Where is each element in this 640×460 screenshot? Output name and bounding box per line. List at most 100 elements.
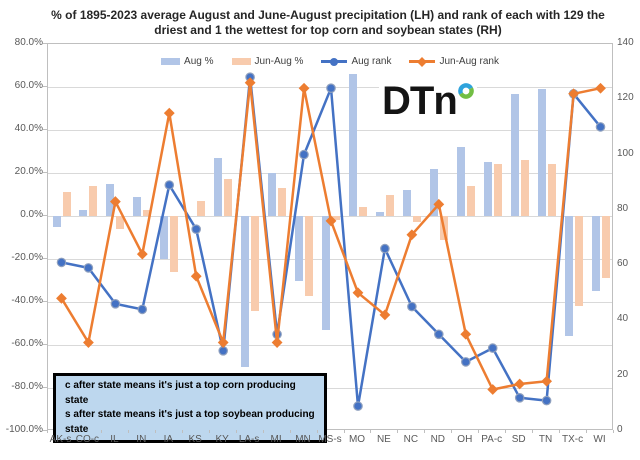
gridline xyxy=(48,259,612,260)
y-axis-label-right: 0 xyxy=(617,424,623,435)
chart-title: % of 1895-2023 average August and June-A… xyxy=(51,8,605,37)
x-axis-tick xyxy=(235,430,237,433)
y-axis-label-left: 0.0% xyxy=(20,209,43,220)
aug-rank-point xyxy=(164,180,175,190)
aug-pct-bar xyxy=(79,209,88,216)
x-axis-label: MN xyxy=(295,434,311,445)
jun-aug-rank-point xyxy=(352,287,364,299)
aug-pct-swatch xyxy=(161,58,181,65)
aug-pct-bar xyxy=(295,216,303,281)
jun-aug-rank-point xyxy=(460,328,472,340)
x-axis-tick xyxy=(181,430,183,433)
x-axis-tick xyxy=(397,430,399,433)
jun-aug-pct-bar xyxy=(332,216,340,221)
jun-aug-pct-bar xyxy=(278,188,287,216)
y-axis-tick xyxy=(43,387,47,388)
aug-pct-bar xyxy=(322,216,330,330)
x-axis-tick xyxy=(100,430,102,433)
aug-pct-bar xyxy=(241,216,250,367)
y-axis-label-left: 40.0% xyxy=(14,123,43,134)
legend-item-aug-rank: Aug rank xyxy=(321,56,391,67)
x-axis-label: PA-c xyxy=(481,434,503,445)
x-axis-tick xyxy=(154,430,156,433)
aug-rank-point xyxy=(299,149,309,160)
gridline xyxy=(48,388,612,389)
gridline xyxy=(48,173,612,174)
aug-pct-bar xyxy=(591,216,600,292)
y-axis-label-left: -20.0% xyxy=(11,252,43,263)
x-axis-tick xyxy=(532,430,534,433)
jun-aug-pct-bar xyxy=(143,209,152,216)
x-axis-tick xyxy=(316,430,318,433)
x-axis-label: LA-s xyxy=(238,434,260,445)
jun-aug-rank-point xyxy=(56,292,67,304)
aug-rank-point xyxy=(460,357,471,367)
aug-rank-point xyxy=(541,395,552,406)
aug-pct-bar xyxy=(160,216,169,259)
jun-aug-rank-point xyxy=(406,229,418,241)
y-axis-tick xyxy=(43,43,47,44)
note-box: c after state means it's just a top corn… xyxy=(53,373,327,443)
jun-aug-rank-point xyxy=(595,82,606,94)
aug-rank-point xyxy=(595,122,606,132)
aug-rank-point xyxy=(191,224,201,234)
jun-aug-rank-point xyxy=(541,375,553,387)
aug-rank-point xyxy=(83,263,94,273)
aug-pct-bar xyxy=(537,89,546,216)
aug-rank-point xyxy=(407,301,417,312)
x-axis-label: KY xyxy=(215,434,229,445)
aug-pct-bar xyxy=(429,168,438,216)
aug-rank-point xyxy=(353,401,363,411)
aug-pct-bar xyxy=(483,162,492,217)
y-axis-label-left: 60.0% xyxy=(14,80,43,91)
x-axis-label: NC xyxy=(403,434,419,445)
y-axis-label-left: -60.0% xyxy=(11,338,43,349)
jun-aug-pct-bar xyxy=(574,216,583,307)
jun-aug-rank-series xyxy=(56,77,606,395)
aug-rank-point xyxy=(56,257,67,268)
x-axis-label: IA xyxy=(163,434,174,445)
x-axis-label: MO xyxy=(348,434,366,445)
x-axis-tick xyxy=(559,430,561,433)
y-axis-tick xyxy=(43,430,47,431)
aug-rank-swatch xyxy=(321,57,348,66)
y-axis-tick xyxy=(43,86,47,87)
y-axis-label-left: -80.0% xyxy=(11,381,43,392)
x-axis-label: MI xyxy=(270,434,282,445)
jun-aug-pct-bar xyxy=(359,207,367,216)
jun-aug-pct-bar xyxy=(412,216,421,223)
gridline xyxy=(48,130,612,131)
jun-aug-rank-point xyxy=(109,196,121,207)
y-axis-tick xyxy=(43,129,47,130)
aug-rank-point xyxy=(110,298,121,309)
dtn-logo: DTn xyxy=(379,79,477,123)
jun-aug-rank-point xyxy=(514,378,526,390)
aug-pct-bar xyxy=(349,74,357,216)
aug-rank-point xyxy=(380,243,390,254)
aug-pct-bar xyxy=(375,211,384,216)
x-axis-label: CO-c xyxy=(75,434,100,445)
aug-pct-bar xyxy=(52,216,61,227)
x-axis-label: KS xyxy=(188,434,202,445)
dtn-logo-text: DTn xyxy=(382,79,458,123)
jun-aug-rank-point xyxy=(217,337,229,348)
legend-item-jun-aug-rank: Jun-Aug rank xyxy=(409,56,499,67)
legend-label: Jun-Aug % xyxy=(254,56,304,67)
x-axis-label: IL xyxy=(110,434,119,445)
y-axis-label-right: 40 xyxy=(617,313,629,325)
x-axis-tick xyxy=(613,430,614,433)
y-axis-label-right: 140 xyxy=(617,37,634,48)
jun-aug-rank-point xyxy=(190,270,202,282)
x-axis-label: TX-c xyxy=(562,434,584,445)
aug-pct-bar xyxy=(456,147,465,216)
x-axis-tick xyxy=(424,430,426,433)
note-line-soybean: s after state means it's just a top soyb… xyxy=(65,409,315,435)
note-line-corn: c after state means it's just a top corn… xyxy=(65,380,296,406)
legend-label: Aug rank xyxy=(351,56,392,67)
jun-aug-rank-point xyxy=(379,309,391,321)
x-axis-tick xyxy=(586,430,587,433)
x-axis-label: NE xyxy=(376,434,391,445)
x-axis-label: OH xyxy=(457,434,473,445)
legend-label: Jun-Aug rank xyxy=(439,56,499,67)
